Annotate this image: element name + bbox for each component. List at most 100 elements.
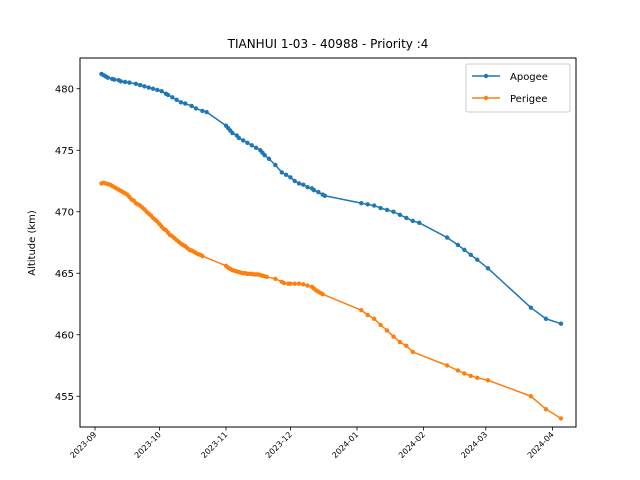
data-point-apogee (292, 178, 297, 184)
data-point-perigee (320, 291, 325, 297)
data-point-perigee (292, 281, 297, 286)
data-point-apogee (249, 143, 254, 148)
data-point-apogee (146, 85, 151, 90)
data-point-apogee (528, 305, 534, 310)
data-point-apogee (142, 84, 147, 89)
data-point-apogee (112, 77, 117, 82)
data-point-apogee (189, 103, 194, 109)
data-point-apogee (543, 316, 549, 321)
data-point-apogee (371, 203, 377, 208)
data-point-perigee (200, 253, 205, 259)
data-point-apogee (133, 81, 139, 87)
chart-title: TIANHUI 1-03 - 40988 - Priority :4 (227, 37, 429, 51)
data-point-perigee (528, 394, 534, 399)
data-point-perigee (365, 312, 370, 318)
data-point-apogee (178, 100, 184, 105)
data-point-apogee (397, 212, 403, 218)
data-point-apogee (305, 184, 310, 190)
data-point-apogee (283, 172, 289, 178)
series-perigee (99, 180, 564, 421)
data-point-perigee (391, 334, 396, 339)
data-point-perigee (404, 343, 409, 349)
data-point-apogee (311, 188, 317, 193)
data-point-apogee (384, 207, 390, 213)
y-axis-label: Altitude (km) (27, 210, 38, 276)
y-tick-label: 455 (55, 392, 74, 403)
data-point-perigee (397, 339, 403, 345)
legend-marker-perigee (483, 95, 489, 101)
plot-area (99, 71, 564, 421)
data-point-apogee (475, 257, 480, 262)
y-tick-label: 465 (55, 269, 74, 280)
data-point-apogee (204, 109, 209, 115)
data-point-perigee (273, 276, 278, 281)
data-point-apogee (288, 175, 293, 180)
data-point-perigee (384, 328, 390, 333)
data-point-apogee (170, 95, 175, 100)
data-point-perigee (410, 349, 416, 355)
data-point-apogee (296, 181, 302, 186)
y-tick-label: 470 (55, 207, 74, 218)
data-point-apogee (455, 242, 461, 248)
y-tick-label: 480 (55, 84, 74, 95)
data-point-apogee (404, 215, 409, 221)
data-point-perigee (468, 373, 473, 379)
data-point-apogee (193, 106, 199, 111)
y-tick-label: 475 (55, 146, 74, 157)
data-point-apogee (230, 130, 235, 136)
data-point-apogee (236, 135, 242, 141)
data-point-apogee (150, 86, 156, 91)
data-point-apogee (122, 79, 128, 85)
data-point-apogee (155, 87, 160, 93)
data-point-apogee (262, 152, 267, 158)
data-point-apogee (462, 247, 467, 253)
data-point-apogee (417, 220, 422, 226)
data-point-perigee (264, 274, 270, 280)
data-point-apogee (240, 138, 246, 143)
data-point-perigee (543, 406, 549, 412)
data-point-perigee (558, 416, 564, 421)
y-tick-label: 460 (55, 330, 74, 341)
data-point-apogee (444, 235, 450, 240)
data-point-apogee (245, 140, 250, 146)
data-point-apogee (159, 89, 164, 94)
data-point-apogee (391, 209, 396, 214)
data-point-apogee (279, 170, 285, 175)
data-point-apogee (253, 145, 259, 150)
plot-frame (79, 57, 577, 428)
data-point-perigee (378, 322, 383, 328)
data-point-apogee (127, 80, 132, 85)
data-point-perigee (301, 282, 306, 287)
data-point-apogee (174, 97, 179, 103)
data-point-perigee (485, 378, 491, 383)
data-point-perigee (305, 283, 310, 288)
legend: Apogee Perigee (465, 63, 571, 113)
data-point-apogee (183, 101, 188, 106)
data-point-perigee (444, 363, 450, 368)
legend-label-perigee: Perigee (510, 94, 547, 105)
data-point-apogee (200, 108, 205, 114)
data-point-apogee (485, 266, 491, 271)
data-point-perigee (281, 280, 287, 286)
data-point-apogee (322, 193, 327, 198)
data-point-perigee (455, 368, 461, 373)
data-point-perigee (462, 371, 467, 376)
data-point-apogee (273, 162, 278, 168)
legend-label-apogee: Apogee (510, 72, 548, 83)
data-point-apogee (266, 156, 272, 162)
data-point-apogee (118, 79, 124, 84)
data-point-perigee (475, 375, 480, 380)
data-point-apogee (137, 82, 143, 88)
data-point-perigee (359, 307, 364, 313)
data-point-perigee (288, 281, 293, 286)
legend-marker-apogee (483, 73, 489, 79)
data-point-apogee (378, 205, 383, 211)
data-point-apogee (468, 252, 473, 257)
data-point-apogee (359, 200, 364, 206)
data-point-apogee (301, 182, 306, 187)
data-point-apogee (365, 202, 370, 207)
y-axis: 455 460 465 470 475 480 (55, 84, 80, 403)
data-point-apogee (165, 92, 171, 98)
data-point-apogee (410, 218, 416, 224)
